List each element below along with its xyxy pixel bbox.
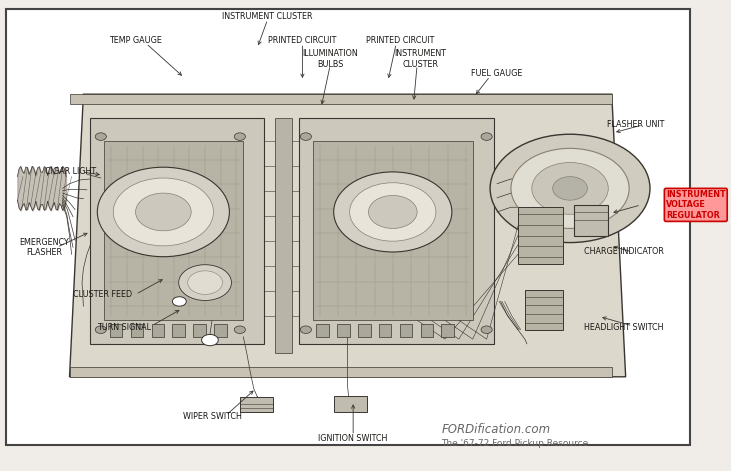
Bar	[420, 324, 433, 337]
Bar	[574, 205, 608, 236]
Bar	[151, 324, 164, 337]
Bar	[299, 118, 493, 344]
Circle shape	[97, 167, 230, 257]
Bar	[110, 324, 122, 337]
Text: FLASHER UNIT: FLASHER UNIT	[607, 120, 664, 130]
Bar	[275, 118, 292, 353]
Circle shape	[349, 183, 436, 241]
Polygon shape	[69, 94, 626, 377]
Text: PRINTED CIRCUIT: PRINTED CIRCUIT	[268, 35, 336, 45]
Bar	[333, 396, 367, 412]
Text: TEMP GAUGE: TEMP GAUGE	[109, 35, 162, 45]
Circle shape	[511, 148, 629, 228]
Bar	[525, 290, 563, 330]
Text: FUEL GAUGE: FUEL GAUGE	[471, 68, 523, 78]
Circle shape	[300, 326, 311, 333]
Text: IGNITION SWITCH: IGNITION SWITCH	[319, 434, 388, 444]
Circle shape	[481, 326, 492, 333]
Circle shape	[300, 133, 311, 140]
Polygon shape	[69, 94, 612, 104]
Circle shape	[234, 133, 246, 140]
Circle shape	[178, 265, 232, 300]
Text: CHARGE INDICATOR: CHARGE INDICATOR	[584, 247, 664, 257]
Bar	[337, 324, 349, 337]
Bar	[358, 324, 371, 337]
Circle shape	[481, 133, 492, 140]
Circle shape	[234, 326, 246, 333]
Circle shape	[532, 162, 608, 214]
Circle shape	[113, 178, 213, 246]
Text: ILLUMINATION
BULBS: ILLUMINATION BULBS	[303, 49, 358, 69]
Bar	[400, 324, 412, 337]
Text: CIGAR LIGHT: CIGAR LIGHT	[45, 167, 96, 177]
Text: HEADLIGHT SWITCH: HEADLIGHT SWITCH	[584, 323, 664, 332]
Bar	[442, 324, 454, 337]
Text: PRINTED CIRCUIT: PRINTED CIRCUIT	[366, 35, 434, 45]
Bar	[317, 324, 329, 337]
Circle shape	[188, 271, 222, 294]
Bar	[214, 324, 227, 337]
Polygon shape	[69, 367, 612, 377]
Circle shape	[135, 193, 192, 231]
Bar	[105, 141, 243, 320]
Text: WIPER SWITCH: WIPER SWITCH	[183, 412, 241, 422]
Circle shape	[95, 133, 107, 140]
Text: EMERGENCY
FLASHER: EMERGENCY FLASHER	[20, 237, 69, 257]
Text: INSTRUMENT
VOLTAGE
REGULATOR: INSTRUMENT VOLTAGE REGULATOR	[666, 190, 726, 220]
Circle shape	[173, 297, 186, 306]
Bar	[91, 118, 264, 344]
Text: INSTRUMENT CLUSTER: INSTRUMENT CLUSTER	[222, 12, 313, 21]
Text: FORDification.com: FORDification.com	[442, 423, 550, 436]
Circle shape	[333, 172, 452, 252]
Text: INSTRUMENT
CLUSTER: INSTRUMENT CLUSTER	[395, 49, 447, 69]
Text: CLUSTER FEED: CLUSTER FEED	[73, 290, 132, 299]
Bar	[240, 397, 273, 412]
Bar	[131, 324, 143, 337]
Bar	[518, 207, 563, 264]
Circle shape	[553, 177, 588, 200]
Bar	[313, 141, 473, 320]
Text: The '67-72 Ford Pickup Resource: The '67-72 Ford Pickup Resource	[442, 439, 588, 448]
Circle shape	[490, 134, 650, 243]
Bar	[193, 324, 205, 337]
Circle shape	[202, 334, 219, 346]
Text: TURN SIGNAL: TURN SIGNAL	[96, 323, 151, 332]
Circle shape	[95, 326, 107, 333]
Bar	[173, 324, 185, 337]
Circle shape	[368, 195, 417, 228]
Bar	[379, 324, 391, 337]
